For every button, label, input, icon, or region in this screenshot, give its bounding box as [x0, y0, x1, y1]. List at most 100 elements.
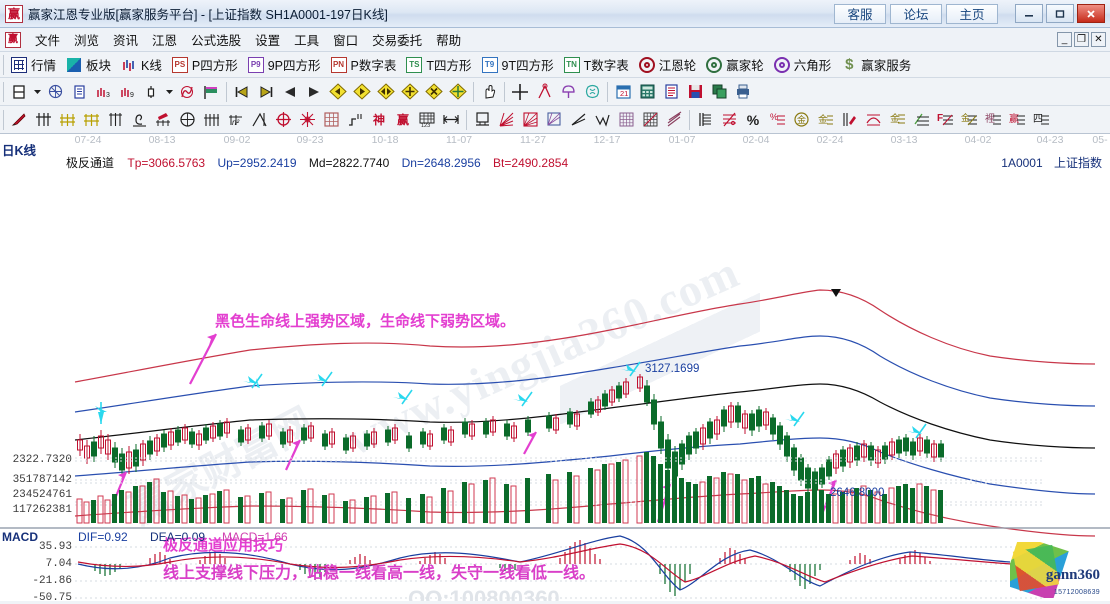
fan-lines-icon[interactable]	[494, 108, 518, 132]
diamond-cross-icon[interactable]	[422, 80, 446, 104]
menu-item-help[interactable]: 帮助	[436, 34, 462, 48]
kline-9-icon[interactable]: 9	[115, 80, 139, 104]
mdi-close-button[interactable]: ✕	[1091, 32, 1106, 47]
spiral-icon[interactable]	[127, 108, 151, 132]
percent-icon[interactable]: %	[746, 111, 760, 128]
grid2-icon[interactable]	[614, 108, 638, 132]
print-icon[interactable]	[731, 80, 755, 104]
star-icon[interactable]	[295, 108, 319, 132]
toolbar-button-t-square[interactable]: TS T四方形	[402, 54, 477, 76]
f-line-icon[interactable]: F	[933, 108, 957, 132]
calendar-icon[interactable]: 21	[611, 80, 635, 104]
diamond-right-icon[interactable]	[350, 80, 374, 104]
toolbar-button-p-number-table[interactable]: PN P数字表	[327, 54, 403, 76]
next-icon[interactable]	[302, 80, 326, 104]
menu-item-formula-stock-pick[interactable]: 公式选股	[191, 34, 242, 48]
minimize-button[interactable]	[1015, 4, 1043, 23]
diamond-both-icon[interactable]	[374, 80, 398, 104]
network-icon[interactable]	[43, 80, 67, 104]
arc-red-icon[interactable]	[861, 108, 885, 132]
copy-icon[interactable]	[707, 80, 731, 104]
grid3-icon[interactable]	[638, 108, 662, 132]
slope-icon[interactable]	[566, 108, 590, 132]
gold-box-icon[interactable]: 金	[885, 108, 909, 132]
toolbar-button-hexagon[interactable]: 六角形	[770, 54, 838, 76]
toolbar-button-9p-square[interactable]: P9 9P四方形	[244, 54, 327, 76]
box-grid-icon[interactable]	[319, 108, 343, 132]
fork-icon[interactable]	[31, 108, 55, 132]
gold-circle-icon[interactable]: 金	[789, 108, 813, 132]
ying-icon[interactable]: 赢	[396, 113, 409, 127]
flag-icon[interactable]	[199, 80, 223, 104]
percent-red-icon[interactable]	[717, 108, 741, 132]
comb-icon[interactable]	[199, 108, 223, 132]
dropdown-arrow-2-icon[interactable]	[163, 80, 175, 104]
step-icon[interactable]	[343, 108, 367, 132]
save-icon[interactable]	[683, 80, 707, 104]
menu-item-window[interactable]: 窗口	[333, 34, 359, 48]
gann-fan-gold-icon[interactable]	[55, 108, 79, 132]
ladder-icon[interactable]	[693, 108, 717, 132]
last-page-icon[interactable]	[254, 80, 278, 104]
close-button[interactable]	[1077, 4, 1105, 23]
kline-3-icon[interactable]: 3	[91, 80, 115, 104]
brain-icon[interactable]	[580, 80, 604, 104]
angle-line-icon[interactable]	[909, 108, 933, 132]
zigzag-icon[interactable]	[590, 108, 614, 132]
pattern-icon[interactable]	[175, 80, 199, 104]
li-icon[interactable]: 裡	[981, 108, 1005, 132]
n2-icon[interactable]: n²	[223, 108, 247, 132]
pen-icon[interactable]	[7, 108, 31, 132]
arrows-icon[interactable]	[439, 108, 463, 132]
pen2-icon[interactable]	[151, 108, 175, 132]
ying2-icon[interactable]: 赢	[1005, 108, 1029, 132]
forum-button[interactable]: 论坛	[890, 3, 942, 24]
toolbar-button-sectors[interactable]: 板块	[62, 54, 117, 76]
toolbar-button-winner-service[interactable]: $ 赢家服务	[837, 54, 917, 76]
circle-tool-icon[interactable]	[175, 108, 199, 132]
menu-item-browse[interactable]: 浏览	[74, 34, 100, 48]
toolbar-button-t-number-table[interactable]: TN T数字表	[560, 54, 635, 76]
toolbar-button-p-square[interactable]: PS P四方形	[168, 54, 244, 76]
calendar-day-icon[interactable]	[7, 80, 31, 104]
prev-icon[interactable]	[278, 80, 302, 104]
toolbar-button-winner-wheel[interactable]: 赢家轮	[702, 54, 770, 76]
crosshair-icon[interactable]	[508, 80, 532, 104]
notes-icon[interactable]	[659, 80, 683, 104]
parallel-icon[interactable]	[662, 108, 686, 132]
si-icon[interactable]: 四	[1029, 108, 1053, 132]
mdi-minimize-button[interactable]: _	[1057, 32, 1072, 47]
gold-line-icon[interactable]: 金	[813, 108, 837, 132]
percent-line-icon[interactable]: %	[765, 108, 789, 132]
menu-item-trade[interactable]: 交易委托	[372, 34, 423, 48]
frame-icon[interactable]	[470, 108, 494, 132]
diamond-move-icon[interactable]	[446, 80, 470, 104]
fan-box-icon[interactable]	[518, 108, 542, 132]
grid-tool-icon[interactable]	[103, 108, 127, 132]
menu-item-file[interactable]: 文件	[35, 34, 61, 48]
first-page-icon[interactable]	[230, 80, 254, 104]
menu-item-tools[interactable]: 工具	[294, 34, 320, 48]
dropdown-arrow-icon[interactable]	[31, 80, 43, 104]
toolbar-button-gann-wheel[interactable]: 江恩轮	[635, 54, 703, 76]
menu-item-news[interactable]: 资讯	[113, 34, 139, 48]
support-button[interactable]: 客服	[834, 3, 886, 24]
gold-angle-icon[interactable]: 金	[957, 108, 981, 132]
clipboard-icon[interactable]	[67, 80, 91, 104]
shen-icon[interactable]: 神	[372, 113, 385, 127]
diamond-plus-icon[interactable]	[398, 80, 422, 104]
pen-scale-icon[interactable]	[837, 108, 861, 132]
target-icon[interactable]	[271, 108, 295, 132]
diamond-left-icon[interactable]	[326, 80, 350, 104]
calculator-icon[interactable]	[635, 80, 659, 104]
hand-icon[interactable]	[477, 80, 501, 104]
gann-fan-gold2-icon[interactable]	[79, 108, 103, 132]
toolbar-button-quotes[interactable]: 行情	[7, 54, 62, 76]
tree-icon[interactable]	[556, 80, 580, 104]
angle-icon[interactable]	[247, 108, 271, 132]
maximize-button[interactable]	[1046, 4, 1074, 23]
compass-icon[interactable]	[532, 80, 556, 104]
candle-icon[interactable]	[139, 80, 163, 104]
chart-area[interactable]: 07-24 08-13 09-02 09-23 10-18 11-07 11-2…	[0, 134, 1110, 604]
home-button[interactable]: 主页	[946, 3, 998, 24]
